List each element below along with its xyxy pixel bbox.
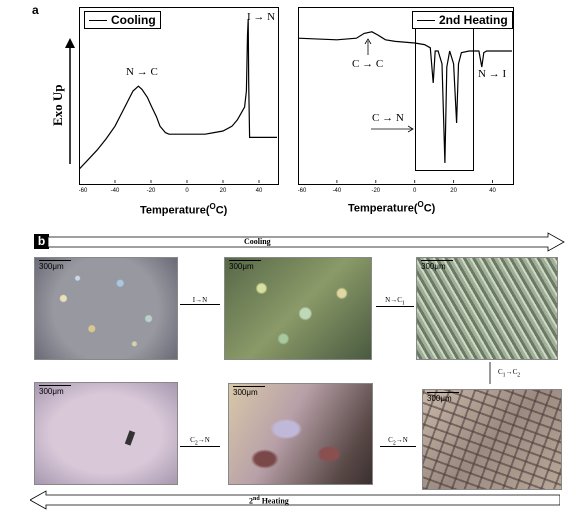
panel-b-letter: b <box>34 234 49 249</box>
heating-x-axis-label: Temperature(OC) <box>348 200 436 215</box>
debris-particle <box>124 430 136 446</box>
scale-bar: 300μm <box>39 385 71 396</box>
micrograph-nematic-heating: 300μm <box>228 383 373 485</box>
scale-bar: 300μm <box>229 260 261 271</box>
heating-x-tick-label: 20 <box>450 188 457 193</box>
cooling-x-tick-label: 20 <box>220 188 227 193</box>
cooling-x-tick-label: 40 <box>256 188 263 193</box>
heating-x-tick-label: 40 <box>489 188 496 193</box>
micrograph-crystal-c1: 300μm <box>416 257 558 360</box>
i-to-n-transition: I→N <box>180 296 220 305</box>
scale-bar: 300μm <box>233 386 265 397</box>
heating-plot-frame <box>298 7 514 185</box>
micrograph-isotropic: 300μm <box>34 382 178 485</box>
transition-highlight-box <box>415 28 474 171</box>
cooling-series-line <box>79 18 277 170</box>
heating-x-tick-label: 0 <box>413 188 417 193</box>
micrograph-crystal-c2: 300μm <box>422 389 562 490</box>
panel-a-letter: a <box>32 3 39 17</box>
c2-to-n-transition-left: C2→N <box>180 436 220 448</box>
heating-x-tick-label: -20 <box>371 188 380 193</box>
cooling-x-tick-label: 0 <box>185 188 189 193</box>
c-to-c-arrow <box>364 38 372 55</box>
heating-legend: 2nd Heating <box>412 11 513 29</box>
cooling-direction-label: Cooling <box>244 237 271 246</box>
heating-direction-arrow <box>30 490 560 510</box>
c-to-n-arrow <box>371 125 414 133</box>
cooling-x-tick-label: -20 <box>147 188 156 193</box>
heating-x-tick-label: -40 <box>333 188 342 193</box>
cooling-legend-label: Cooling <box>111 13 156 27</box>
heating-direction-label: 2nd Heating <box>249 496 289 506</box>
cooling-direction-arrow <box>48 232 565 252</box>
heating-series-line <box>298 31 512 164</box>
heating-x-tick-label: -60 <box>298 188 307 193</box>
c-to-n-annotation: C → N <box>372 112 404 124</box>
n-to-i-annotation: N → I <box>478 68 507 80</box>
i-to-n-annotation: I → N <box>247 11 276 23</box>
cooling-legend: Cooling <box>84 11 161 29</box>
c1-to-c2-transition: C1→C2 <box>498 368 521 379</box>
cooling-chart: -60 -40 -20 0 20 40 <box>79 18 277 193</box>
n-to-c1-transition: N→C1 <box>376 296 414 308</box>
c2-to-n-transition-right: C2→N <box>380 436 416 448</box>
exo-up-arrow <box>65 38 75 164</box>
c-to-c-annotation: C → C <box>352 58 384 70</box>
heating-chart: -60 -40 -20 0 20 40 <box>298 31 512 193</box>
micrograph-nematic: 300μm <box>224 257 372 360</box>
n-to-c-annotation: N → C <box>126 66 158 78</box>
micrograph-isotropic-to-nematic: 300μm <box>34 257 178 360</box>
c1-to-c2-arrow <box>489 362 491 384</box>
y-axis-label: Exo Up <box>50 84 65 126</box>
cooling-x-axis-label: Temperature(OC) <box>140 202 228 217</box>
cooling-x-tick-label: -40 <box>111 188 120 193</box>
heating-legend-label: 2nd Heating <box>439 13 508 27</box>
cooling-x-tick-label: -60 <box>79 188 88 193</box>
scale-bar: 300μm <box>421 260 453 271</box>
scale-bar: 300μm <box>39 260 71 271</box>
scale-bar: 300μm <box>427 392 459 403</box>
